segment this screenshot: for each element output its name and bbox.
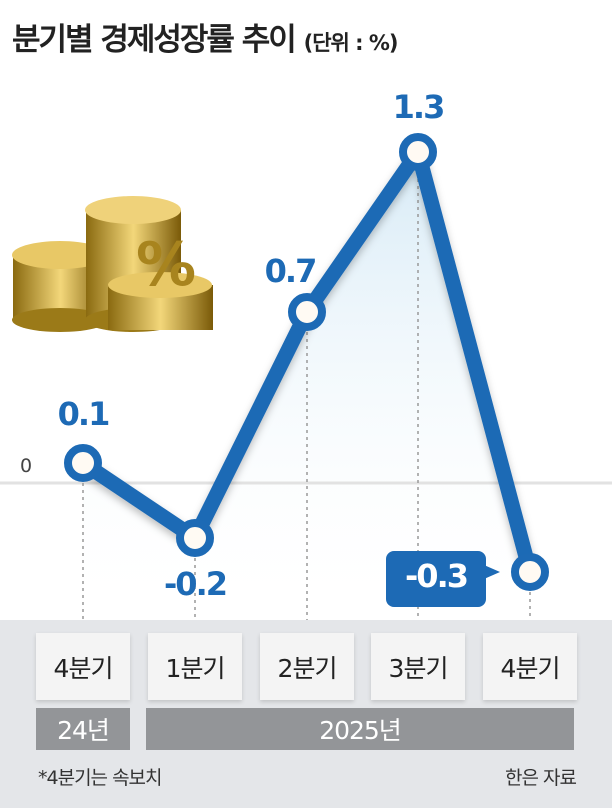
x-axis-panel: 4분기 1분기 2분기 3분기 4분기 24년 2025년 *4분기는 속보치 한은 자… xyxy=(0,620,612,808)
zero-label: 0 xyxy=(20,455,32,477)
unit-label: (단위 : %) xyxy=(303,31,399,55)
data-label-2: 0.7 xyxy=(265,252,316,290)
percent-symbol: % xyxy=(136,230,196,300)
year-group-24: 24년 xyxy=(36,708,130,750)
gold-coins-illustration: % xyxy=(12,196,213,332)
source: 한은 자료 xyxy=(505,767,577,789)
year-group-2025: 2025년 xyxy=(146,708,574,750)
data-point-1 xyxy=(176,519,214,557)
coin-stack-right xyxy=(85,196,213,332)
data-label-0: 0.1 xyxy=(58,395,109,433)
data-point-3 xyxy=(399,133,437,171)
title-text: 분기별 경제성장률 추이 xyxy=(12,22,297,58)
data-point-4 xyxy=(511,553,549,591)
data-point-2 xyxy=(288,293,326,331)
category-label-4: 4분기 xyxy=(483,633,577,700)
category-label-0: 4분기 xyxy=(36,633,130,700)
data-label-4: -0.3 xyxy=(405,557,467,595)
data-label-1: -0.2 xyxy=(164,565,226,603)
data-point-0 xyxy=(64,444,102,482)
data-label-3: 1.3 xyxy=(393,88,444,126)
category-label-1: 1분기 xyxy=(148,633,242,700)
callout-arrow xyxy=(484,565,500,579)
callout-box xyxy=(386,551,486,607)
chart-title: 분기별 경제성장률 추이 (단위 : %) xyxy=(12,14,398,59)
footnote: *4분기는 속보치 xyxy=(38,767,163,789)
line-chart: 0 0.1 -0.2 0.7 1.3 -0.3 xyxy=(0,88,612,620)
category-label-2: 2분기 xyxy=(260,633,354,700)
category-label-3: 3분기 xyxy=(371,633,465,700)
